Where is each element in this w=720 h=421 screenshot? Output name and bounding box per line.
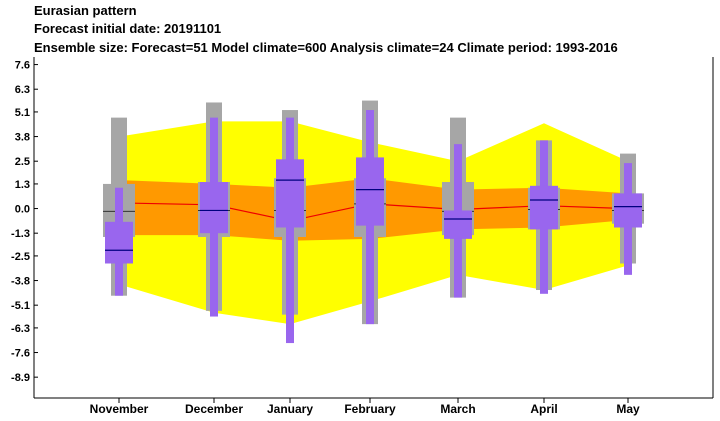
ensemble-info: Ensemble size: Forecast=51 Model climate… [34, 40, 618, 55]
chart-title: Eurasian pattern [34, 3, 137, 18]
y-tick-label: -1.3 [11, 228, 30, 240]
y-tick-label: 3.8 [15, 132, 30, 144]
x-tick-label: November [90, 402, 149, 416]
x-tick-label: April [530, 402, 557, 416]
x-tick-label: January [267, 402, 313, 416]
forecast-box [356, 157, 384, 226]
y-tick-label: 0.0 [15, 204, 30, 216]
x-tick-label: March [440, 402, 475, 416]
x-tick-label: May [616, 402, 640, 416]
y-tick-label: -6.3 [11, 323, 30, 335]
forecast-box [276, 159, 304, 228]
y-tick-label: 7.6 [15, 60, 30, 72]
y-tick-label: 1.3 [15, 179, 30, 191]
x-tick-label: February [344, 402, 396, 416]
x-tick-label: December [185, 402, 243, 416]
y-tick-label: 6.3 [15, 84, 30, 96]
forecast-box [105, 221, 133, 264]
y-tick-label: 2.5 [15, 156, 30, 168]
forecast-box [614, 193, 642, 228]
y-tick-label: -2.5 [11, 251, 30, 263]
forecast-box [530, 185, 558, 230]
y-tick-label: -8.9 [11, 372, 30, 384]
forecast-box [200, 182, 228, 234]
y-tick-label: -7.6 [11, 348, 30, 360]
y-tick-label: 5.1 [15, 107, 30, 119]
y-tick-label: -5.1 [11, 300, 30, 312]
y-tick-label: -3.8 [11, 276, 30, 288]
forecast-whisker [286, 117, 294, 344]
forecast-initial-date: Forecast initial date: 20191101 [34, 21, 222, 36]
forecast-box [444, 210, 472, 239]
